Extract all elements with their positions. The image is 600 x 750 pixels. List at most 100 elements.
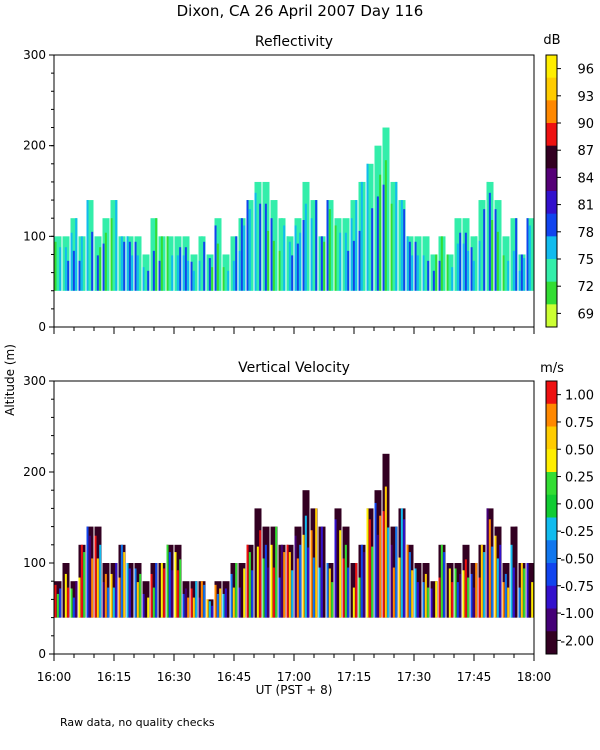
echo-column: [118, 544, 126, 618]
echo-cell: [440, 236, 443, 291]
colorbar-segment: [546, 304, 557, 328]
echo-cell: [171, 255, 174, 291]
echo-cell: [238, 587, 241, 618]
echo-column: [302, 181, 310, 291]
echo-cell: [91, 231, 94, 291]
echo-cell: [115, 563, 118, 618]
echo-cell: [120, 544, 123, 618]
echo-cell: [254, 519, 257, 618]
echo-cell: [152, 250, 155, 291]
echo-column: [486, 181, 494, 291]
echo-column: [94, 236, 102, 291]
echo-cell: [334, 519, 337, 618]
echo-cell: [278, 577, 281, 618]
echo-cell: [259, 530, 262, 618]
echo-cell: [59, 588, 62, 618]
echo-cell: [107, 587, 110, 618]
echo-cell: [195, 581, 198, 618]
velocity-title: Vertical Velocity: [238, 360, 350, 376]
echo-cell: [307, 230, 310, 291]
echo-cell: [480, 200, 483, 291]
echo-cell: [371, 546, 374, 618]
echo-cell: [294, 225, 297, 291]
echo-cell: [411, 570, 414, 618]
echo-column: [54, 581, 62, 618]
echo-column: [494, 200, 502, 291]
footnote: Raw data, no quality checks: [60, 716, 215, 729]
echo-column: [102, 218, 110, 291]
echo-cell: [240, 563, 243, 618]
echo-cell: [123, 241, 126, 291]
echo-cell: [240, 218, 243, 291]
echo-cell: [382, 511, 385, 618]
echo-column: [190, 254, 198, 291]
echo-cell: [374, 160, 377, 291]
echo-cell: [67, 587, 70, 618]
echo-cell: [320, 236, 323, 291]
echo-cell: [163, 241, 166, 291]
reflectivity-unit: dB: [543, 33, 560, 48]
echo-cell: [451, 582, 454, 618]
echo-cell: [334, 225, 337, 291]
echo-column: [478, 544, 486, 618]
echo-cell: [488, 192, 491, 291]
echo-column: [230, 563, 238, 618]
echo-cell: [110, 218, 113, 291]
colorbar-segment: [546, 449, 557, 473]
x-tick-label: 16:15: [97, 670, 132, 684]
echo-cell: [483, 209, 486, 291]
echo-cell: [198, 597, 201, 618]
echo-column: [262, 181, 270, 291]
echo-cell: [62, 255, 65, 291]
echo-cell: [435, 254, 438, 291]
echo-column: [350, 200, 358, 291]
colorbar-label: 0.25: [565, 471, 594, 486]
echo-column: [502, 236, 510, 291]
echo-cell: [304, 203, 307, 291]
colorbar-label: 69: [577, 307, 594, 322]
velocity-colorbar: 1.00 0.75 0.50 0.25 0.00 -0.25 -0.50 -0.75 -1.00…: [545, 380, 594, 655]
echo-cell: [206, 599, 209, 618]
echo-cell: [443, 552, 446, 618]
echo-cell: [248, 552, 251, 618]
echo-cell: [112, 240, 115, 291]
echo-cell: [134, 568, 137, 618]
echo-column: [470, 236, 478, 291]
echo-cell: [134, 241, 137, 291]
echo-column: [446, 254, 454, 291]
echo-cell: [331, 582, 334, 618]
echo-column: [390, 526, 398, 618]
echo-column: [310, 200, 318, 291]
echo-cell: [368, 176, 371, 291]
echo-column: [166, 544, 174, 618]
echo-cell: [358, 577, 361, 618]
echo-column: [214, 581, 222, 618]
echo-cell: [424, 573, 427, 618]
echo-cell: [358, 230, 361, 291]
echo-cell: [446, 563, 449, 618]
echo-column: [334, 218, 342, 291]
echo-cell: [80, 236, 83, 291]
echo-column: [102, 563, 110, 618]
echo-column: [246, 200, 254, 291]
echo-cell: [171, 570, 174, 618]
colorbar-label: 78: [577, 226, 594, 241]
echo-column: [206, 254, 214, 291]
echo-cell: [312, 557, 315, 618]
reflectivity-colorbar: 69 72 75 78 81 84 87 90 93 96: [545, 54, 594, 328]
echo-cell: [168, 552, 171, 618]
echo-cell: [299, 232, 302, 291]
echo-column: [286, 236, 294, 291]
echo-cell: [294, 535, 297, 618]
echo-cell: [310, 218, 313, 291]
echo-cell: [256, 546, 259, 618]
echo-cell: [224, 588, 227, 618]
echo-cell: [480, 544, 483, 618]
echo-cell: [427, 587, 430, 618]
echo-column: [430, 254, 438, 291]
x-axis-label: UT (PST + 8): [256, 683, 333, 697]
echo-cell: [139, 247, 142, 291]
echo-column: [246, 544, 254, 618]
echo-column: [158, 236, 166, 291]
echo-cell: [166, 544, 169, 618]
